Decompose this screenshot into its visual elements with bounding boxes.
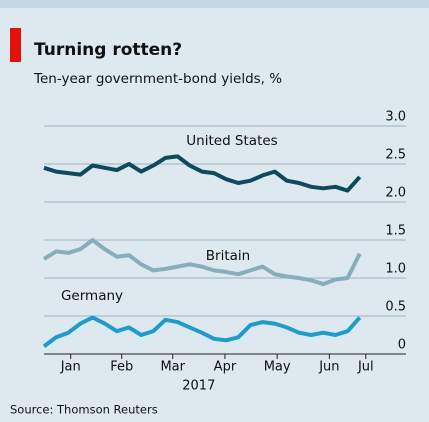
x-tick-label: Jan <box>60 360 81 375</box>
chart-title: Turning rotten? <box>34 40 182 60</box>
y-tick-label: 0 <box>398 338 406 353</box>
y-tick-label: 2.0 <box>385 186 406 201</box>
series-line <box>42 315 362 348</box>
y-tick-label: 2.5 <box>385 148 406 163</box>
x-tick-label: Mar <box>160 360 185 375</box>
x-tick-label: Apr <box>214 360 237 375</box>
series-line <box>43 154 362 193</box>
x-axis-label: 2017 <box>182 379 215 394</box>
series-line <box>42 238 362 287</box>
series-label: United States <box>186 133 277 149</box>
y-tick-label: 0.5 <box>385 300 406 315</box>
y-tick-label: 1.0 <box>385 262 406 277</box>
series-label: Germany <box>61 288 123 304</box>
x-tick-label: May <box>264 360 291 375</box>
x-tick-label: Jun <box>318 360 339 375</box>
source: Source: Thomson Reuters <box>10 403 158 417</box>
y-tick-label: 1.5 <box>385 224 406 239</box>
top-strip <box>0 0 429 8</box>
chart-subtitle: Ten-year government-bond yields, % <box>33 71 282 87</box>
x-tick-label: Feb <box>110 360 133 375</box>
red-tag <box>10 28 21 62</box>
x-tick-label: Jul <box>357 360 374 375</box>
series-label: Britain <box>206 248 250 264</box>
y-tick-label: 3.0 <box>385 110 406 125</box>
